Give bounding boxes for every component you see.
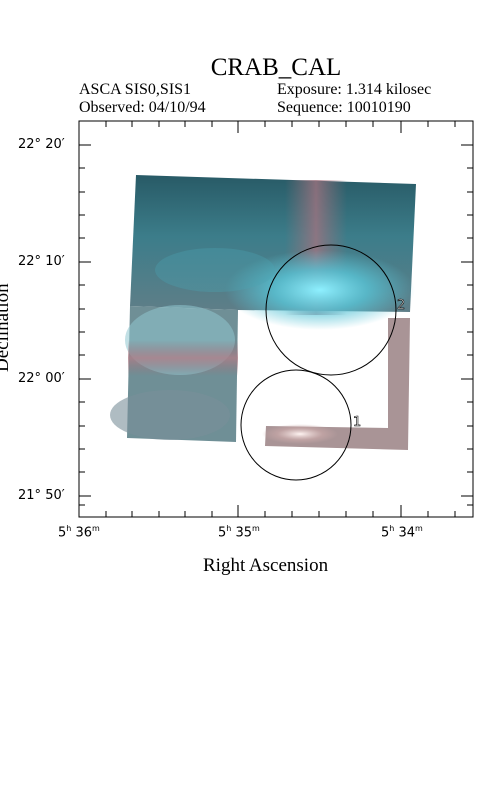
x-tick-label: 5h 36m [58, 524, 100, 541]
sis-image-upper [130, 175, 416, 330]
exposure-value: Exposure: 1.314 kilosec [277, 81, 432, 98]
instrument-label: ASCA SIS0,SIS1 [79, 81, 192, 98]
y-tick-label: 21° 50′ [18, 488, 65, 503]
source-region-2-label: 2 [397, 298, 405, 313]
observed-date: Observed: 04/10/94 [79, 99, 206, 116]
plot-frame [78, 120, 474, 518]
y-tick-label: 22° 20′ [18, 137, 65, 152]
sequence-number: Sequence: 10010190 [277, 99, 411, 116]
x-tick-label: 5h 35m [218, 524, 260, 541]
y-tick-label: 22° 00′ [18, 371, 65, 386]
axis-ticks [78, 121, 473, 517]
plot-title: CRAB_CAL [210, 54, 342, 81]
y-axis-label: Declination [0, 283, 13, 372]
source-region-1-label: 1 [353, 415, 361, 430]
x-tick-label: 5h 34m [381, 524, 423, 541]
x-axis-label: Right Ascension [203, 555, 329, 576]
sis-image-lower-left [110, 305, 238, 442]
source-region-2-circle[interactable] [265, 244, 397, 376]
source-region-1-circle[interactable] [240, 369, 352, 481]
sis-image-strip [262, 318, 410, 450]
y-tick-label: 22° 10′ [18, 254, 65, 269]
